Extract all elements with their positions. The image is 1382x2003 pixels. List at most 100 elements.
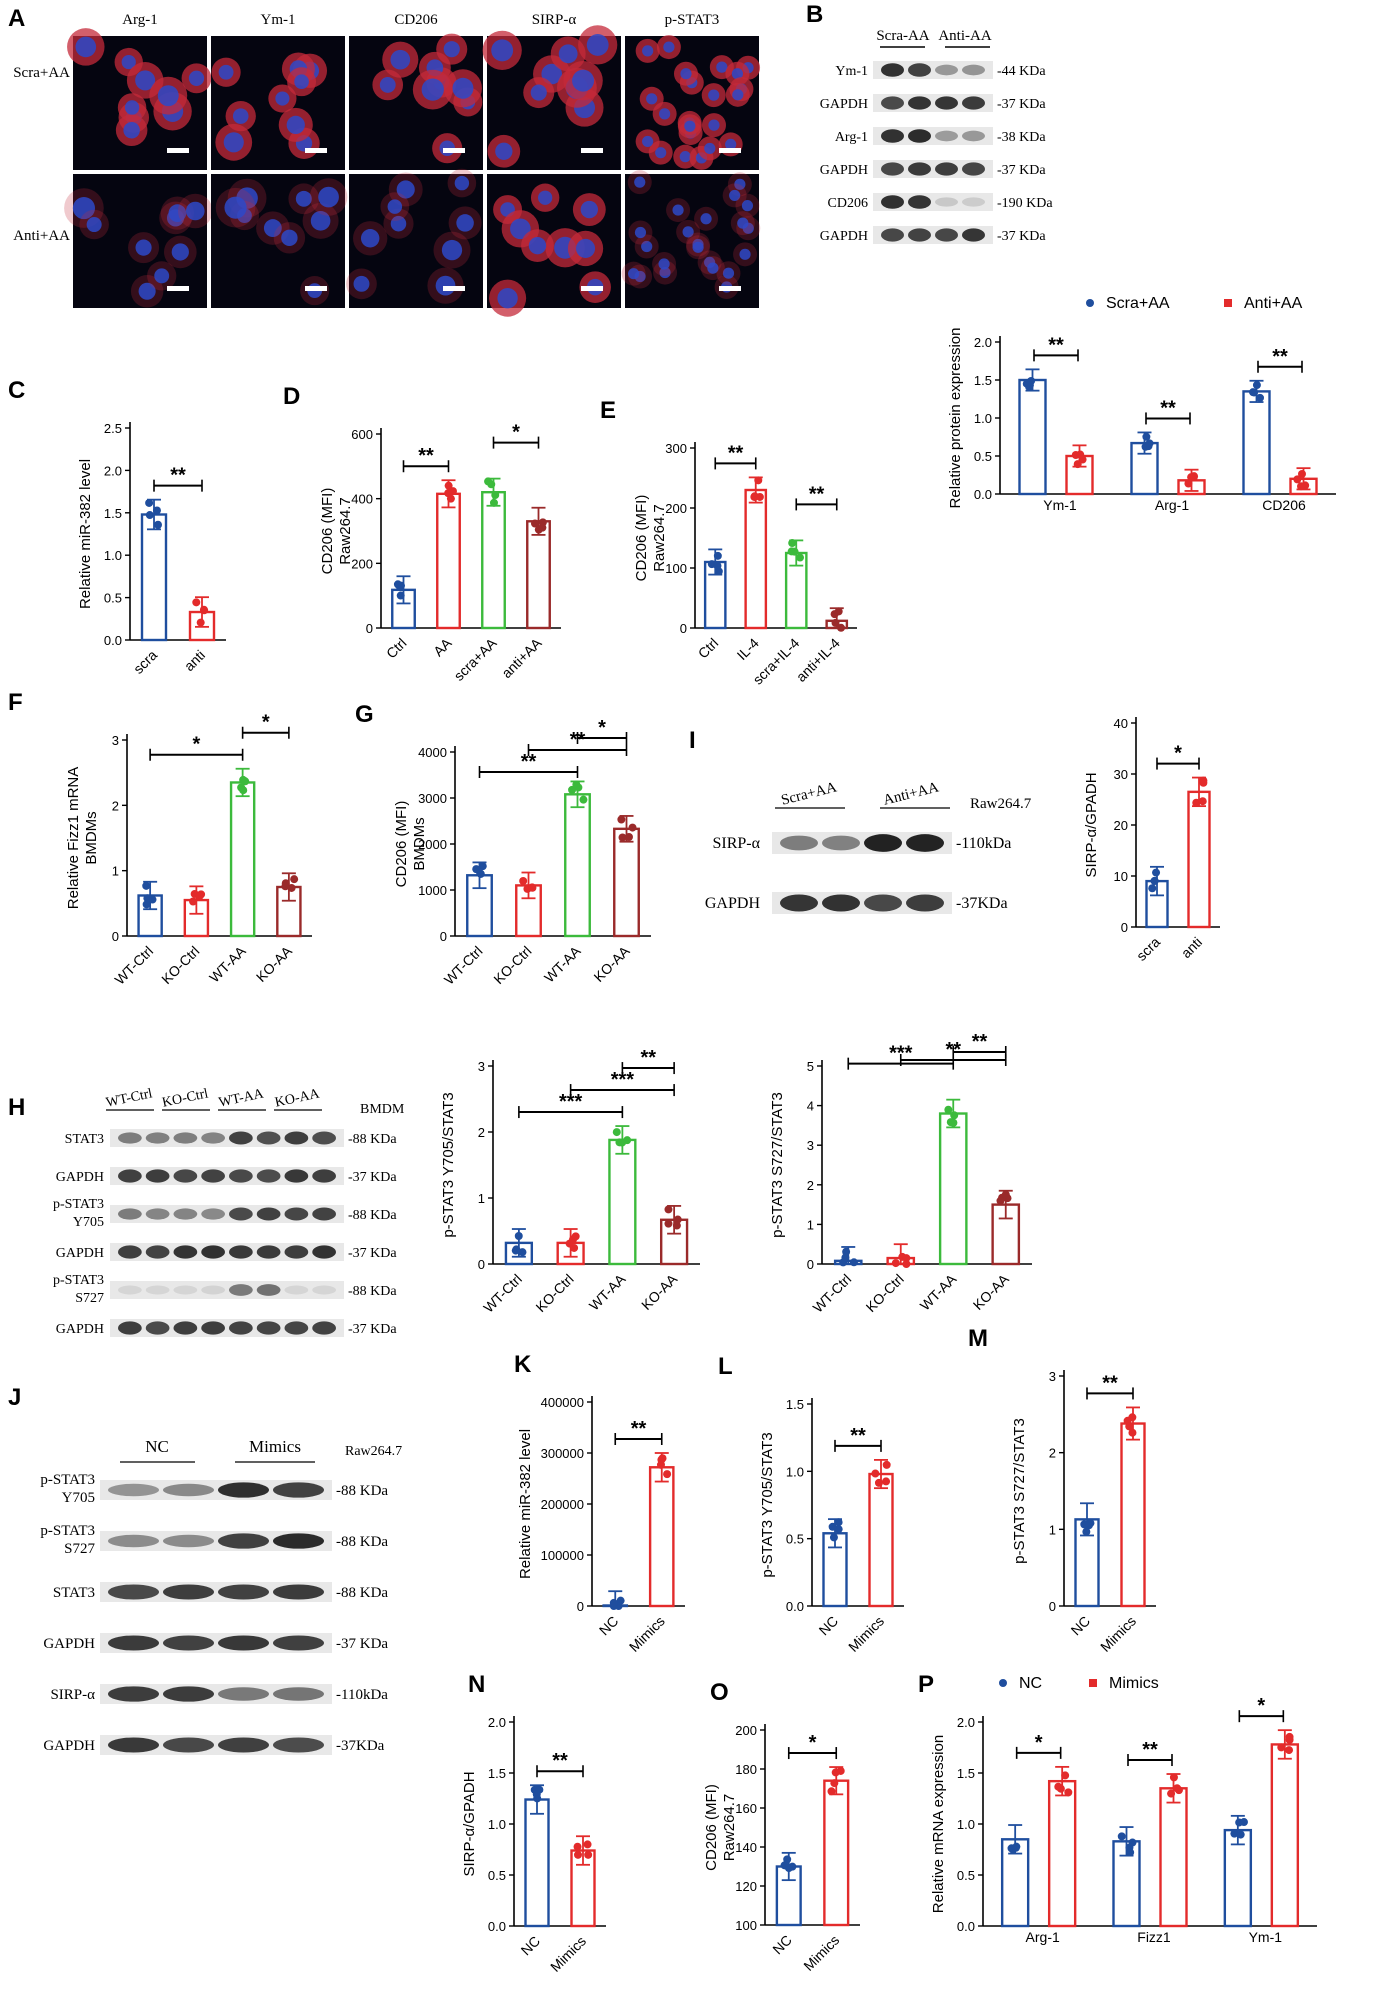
scale-bar [443,286,465,291]
data-point [579,795,588,804]
blot-band [256,1131,281,1145]
y-tick-label: 100 [735,1918,757,1933]
data-point [1199,778,1208,787]
cell-nucleus [135,70,156,91]
y-axis-label: Relative miR-382 level [77,459,94,609]
blot-band [108,1483,159,1497]
cell-nucleus [491,39,514,62]
cell-nucleus [286,115,305,135]
blot-band [218,1482,269,1498]
y-tick-label: 0 [112,929,119,944]
blot-band [962,130,985,142]
microscopy-column-label: CD206 [394,12,438,28]
cell-nucleus [390,215,407,232]
cell-nucleus [628,268,640,280]
blot-strip [110,1281,344,1299]
blot-band [273,1533,324,1549]
y-tick-label: 1.0 [104,548,122,563]
data-point [1230,1829,1239,1838]
microscopy-tile [482,25,621,170]
blot-strip [873,127,993,145]
cell-nucleus [634,226,647,239]
bar-chart-B: 0.0 0.5 1.0 1.5 2.0 Relative protein expressi… [947,295,1336,513]
blot-band [273,1584,324,1600]
blot-band [118,1321,142,1335]
bar-chart-H1: 0 1 2 3 p-STAT3 Y705/STAT3 WT-Ctrl KO-Ctrl WT-A… [440,1047,700,1316]
scale-bar [581,148,603,153]
scale-bar [719,286,741,291]
blot-row-label: Y705 [73,1215,104,1230]
blot-band [312,1285,336,1295]
panel-letter-N: N [468,1671,485,1698]
y-axis-label: CD206 (MFI) [393,801,410,888]
x-tick-label: Arg-1 [1155,497,1189,513]
x-tick-label: Ctrl [695,635,722,662]
y-tick-label: 2.0 [488,1715,506,1730]
data-point [673,1215,682,1224]
cell-nucleus [722,267,735,279]
x-tick-label: WT-AA [541,942,584,985]
x-tick-label: Mimics [626,1613,668,1655]
data-point [444,481,453,490]
blot-size-label: -37KDa [336,1738,385,1754]
blot-band [935,96,958,110]
data-point [672,1221,681,1230]
data-point [1256,393,1265,402]
cell-nucleus [732,89,744,101]
bar [526,520,551,630]
y-tick-label: 1.5 [974,373,992,388]
data-point [1152,868,1161,877]
data-point [1141,442,1150,451]
blot-band [173,1132,198,1144]
cell-nucleus [716,61,728,73]
data-point [944,1105,953,1114]
data-point [754,476,763,485]
blot-row-label: p-STAT3 [40,1472,95,1488]
data-point [152,506,161,515]
blot-size-label: -38 KDa [997,130,1046,145]
blot-group-label: Anti-AA [938,28,991,44]
data-point [584,1850,593,1859]
blot-band [229,1207,253,1221]
x-tick-label: NC [769,1932,795,1958]
panel-letter-J: J [8,1384,21,1411]
blot-band [145,1285,170,1295]
y-tick-label: 3000 [418,791,447,806]
blot-band [256,1207,281,1221]
y-tick-label: 300000 [541,1446,584,1461]
bar [1159,1787,1188,1928]
cell-nucleus [642,45,654,57]
cell-nucleus [157,85,179,107]
blot-row-label: GAPDH [820,97,868,112]
significance-marker: * [1174,743,1182,765]
blot-size-label: -37 KDa [997,229,1046,244]
x-tick-label: KO-AA [638,1270,681,1313]
blot-row-label: Y705 [62,1490,95,1506]
blot-band [881,195,904,209]
data-point [1173,1784,1182,1793]
data-point [573,1850,582,1859]
data-point [1123,1416,1132,1425]
cell-nucleus [390,49,411,70]
bar [229,781,256,938]
data-point [1022,379,1031,388]
blot-strip [100,1582,332,1602]
cell-nucleus [379,76,396,93]
cell-nucleus [708,89,720,101]
cell-nucleus [580,200,599,219]
data-point [239,775,248,784]
blot-band [145,1132,170,1144]
y-tick-label: 0 [577,1599,584,1614]
blot-size-label: -88 KDa [348,1132,397,1147]
blot-band [218,1584,269,1600]
cell-nucleus [441,239,463,261]
blot-row-label: STAT3 [65,1132,104,1147]
western-blot-I: SIRP-α -110kDa GAPDH -37KDa [705,832,1011,914]
data-point [518,1248,527,1257]
microscopy-column-label: Ym-1 [261,12,296,28]
data-point [287,883,296,892]
y-axis-label: BMDMs [411,817,428,870]
significance-marker: * [598,717,606,739]
significance-marker: ** [1160,397,1176,419]
blot-band [273,1737,324,1753]
